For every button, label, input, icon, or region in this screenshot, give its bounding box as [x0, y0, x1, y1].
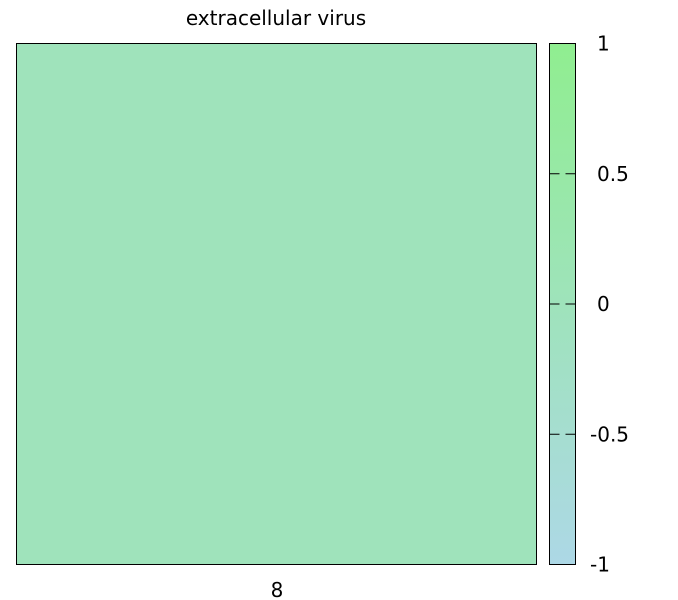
colorbar-tick-label: 0.5 — [597, 162, 629, 186]
colorbar-tick-label: -1 — [590, 553, 610, 577]
colorbar-tick-label: -0.5 — [590, 422, 629, 446]
heatmap-cell — [17, 44, 537, 565]
x-tick-labels: 8 — [271, 578, 284, 600]
colorbar-ticks: 1 0.5 0 -0.5 -1 — [549, 32, 629, 577]
colorbar-tick-label: 1 — [597, 32, 610, 56]
chart-title: extracellular virus — [186, 6, 366, 30]
heatmap-cells — [17, 44, 537, 565]
plot-frame — [16, 43, 537, 565]
colorbar-tick-label: 0 — [597, 292, 610, 316]
x-tick-label: 8 — [271, 578, 284, 600]
